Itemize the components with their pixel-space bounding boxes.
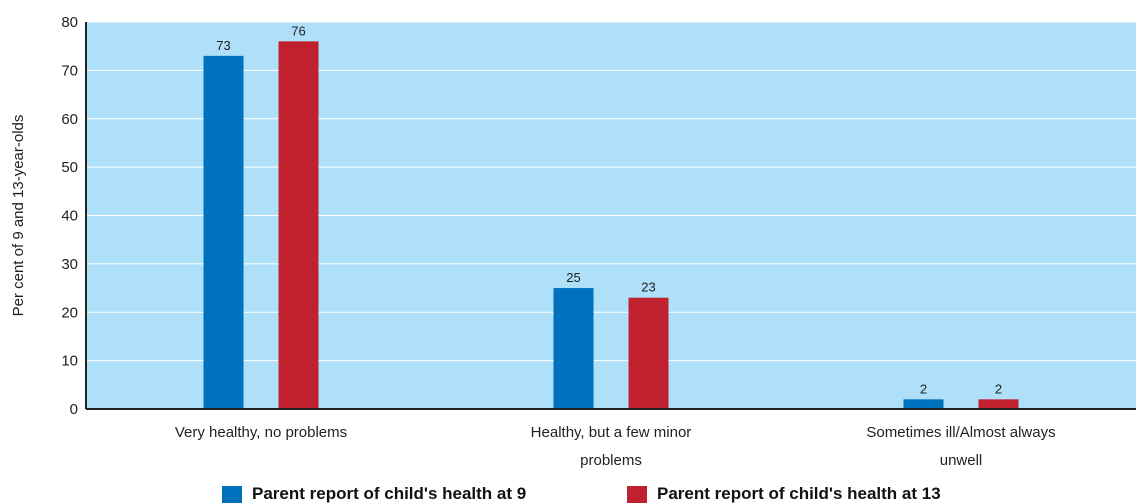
- y-tick-label: 60: [61, 111, 78, 128]
- bar: [553, 288, 594, 409]
- y-tick-label: 50: [61, 159, 78, 176]
- category-label: Healthy, but a few minor: [531, 424, 692, 441]
- bar: [628, 297, 669, 409]
- category-label: unwell: [940, 452, 983, 469]
- bar: [978, 399, 1019, 409]
- data-label: 76: [291, 23, 305, 38]
- y-tick-label: 20: [61, 304, 78, 321]
- bar: [903, 399, 944, 409]
- category-labels: Very healthy, no problems Healthy, but a …: [175, 424, 1056, 469]
- bars: [203, 41, 1019, 410]
- y-tick-label: 10: [61, 353, 78, 370]
- legend-swatch-age-13: [627, 485, 647, 503]
- legend-label-age-13: Parent report of child's health at 13: [657, 484, 941, 503]
- legend-item-age-13: Parent report of child's health at 13: [627, 484, 941, 504]
- category-label: Sometimes ill/Almost always: [866, 424, 1055, 441]
- y-tick-label: 70: [61, 62, 78, 79]
- bar-chart: 73 76 25 23 2 2 0 10 20 30 40 50 60 70 80 Very health…: [10, 14, 1136, 469]
- y-tick-labels: 0 10 20 30 40 50 60 70 80: [61, 14, 78, 418]
- y-tick-label: 80: [61, 14, 78, 31]
- category-label: Very healthy, no problems: [175, 424, 347, 441]
- y-tick-label: 30: [61, 256, 78, 273]
- y-axis-label: Per cent of 9 and 13-year-olds: [10, 115, 27, 317]
- category-label: problems: [580, 452, 642, 469]
- data-label: 23: [641, 280, 655, 295]
- legend-swatch-age-9: [222, 485, 242, 503]
- data-label: 73: [216, 38, 230, 53]
- y-tick-label: 0: [70, 401, 78, 418]
- legend-item-age-9: Parent report of child's health at 9: [222, 484, 526, 504]
- data-label: 2: [995, 381, 1002, 396]
- data-labels: 73 76 25 23 2 2: [216, 23, 1002, 396]
- bar: [203, 55, 244, 410]
- gridlines: [86, 21, 1136, 362]
- data-label: 2: [920, 381, 927, 396]
- legend-label-age-9: Parent report of child's health at 9: [252, 484, 527, 503]
- legend: Parent report of child's health at 9 Par…: [0, 478, 1138, 504]
- y-tick-label: 40: [61, 208, 78, 225]
- data-label: 25: [566, 270, 580, 285]
- bar: [278, 41, 319, 409]
